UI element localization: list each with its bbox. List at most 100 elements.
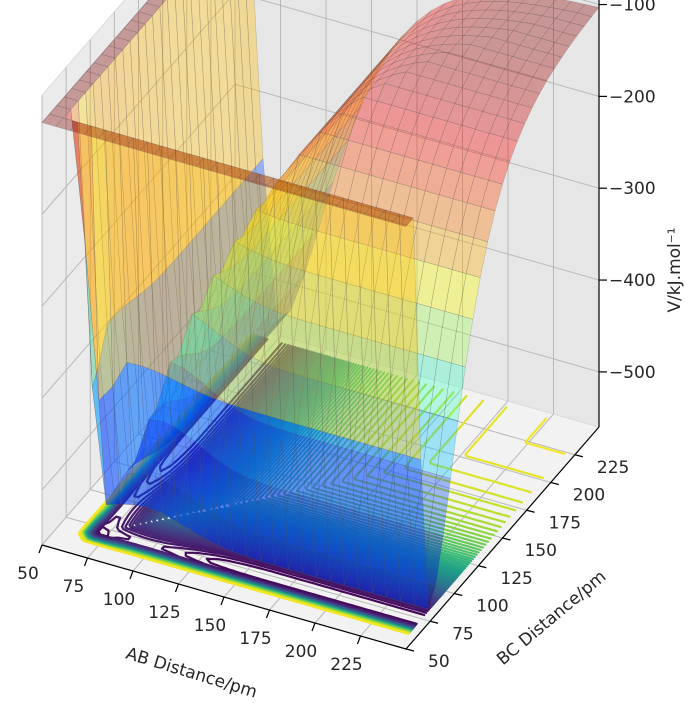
surface-patch (180, 411, 203, 432)
surface-patch (164, 398, 187, 441)
surface-patch (267, 261, 290, 316)
surface-patch (415, 23, 437, 38)
surface-patch (364, 61, 387, 82)
surface-patch (273, 201, 296, 252)
x-tick-label: 200 (285, 642, 317, 662)
surface-patch (265, 191, 288, 236)
surface-patch (251, 226, 274, 277)
y-tick-mark (429, 620, 439, 624)
surface-patch (394, 27, 417, 48)
surface-patch (122, 40, 145, 298)
x-tick-mark (265, 609, 271, 619)
surface-patch (269, 309, 292, 330)
surface-patch (245, 287, 268, 342)
surface-patch (217, 369, 240, 390)
surface-patch (261, 298, 283, 345)
surface-patch (223, 313, 246, 368)
surface-patch (115, 28, 139, 42)
surface-patch (233, 183, 255, 356)
surface-patch (190, 0, 212, 228)
surface-patch (203, 217, 226, 390)
y-tick-label: 200 (573, 486, 605, 506)
surface-patch (308, 128, 331, 167)
x-tick-mark (83, 557, 89, 567)
surface-patch (145, 0, 167, 8)
surface-patch (100, 45, 124, 59)
surface-patch (175, 0, 197, 245)
surface-patch (237, 267, 260, 322)
left-grid-z (41, 83, 236, 307)
surface-patch (367, 53, 390, 86)
x-tick-label: 50 (17, 564, 39, 584)
surface-patch (236, 243, 259, 293)
surface-patch (283, 272, 306, 319)
surface-patch (195, 226, 218, 399)
surface-patch (254, 326, 277, 347)
surface-patch (144, 14, 167, 278)
surface-patch (337, 87, 360, 120)
surface-patch (294, 157, 317, 202)
surface-patch (401, 28, 423, 46)
surface-patch (450, 0, 469, 8)
surface-patch (129, 31, 152, 292)
surface-patch (387, 36, 409, 56)
surface-patch (281, 216, 304, 271)
surface-patch (223, 341, 246, 387)
z-tick-label: −400 (609, 271, 656, 291)
surface-patch (150, 436, 173, 456)
surface-patch (214, 291, 238, 346)
surface-patch (200, 336, 224, 391)
surface-patch (78, 71, 101, 85)
surface-patch (166, 260, 189, 432)
surface-patch (457, 1, 481, 13)
surface-patch (329, 94, 352, 123)
surface-patch (138, 2, 161, 16)
surface-patch (218, 200, 241, 373)
contour-projection (77, 333, 566, 635)
surface-patch (407, 32, 430, 47)
surface-patch (207, 298, 230, 351)
surface-patch (252, 278, 275, 334)
y-tick-mark (405, 648, 415, 652)
surface-patch (195, 394, 217, 415)
surface-patch (172, 419, 195, 439)
surface-patch (316, 119, 339, 158)
x-tick-label: 175 (239, 629, 271, 649)
surface-patch (330, 96, 353, 129)
surface-patch (381, 35, 404, 63)
surface-patch (303, 190, 326, 246)
surface-patch (173, 251, 196, 424)
surface-patch (143, 283, 166, 451)
surface-patch (86, 62, 109, 76)
surface-patch (353, 76, 376, 115)
surface-patch (143, 439, 166, 459)
z-tick-label: −200 (609, 87, 656, 107)
surface-patch (231, 332, 254, 379)
surface-patch (324, 123, 347, 168)
surface-patch (296, 199, 319, 254)
surface-patch (100, 66, 123, 317)
surface-patch (464, 0, 482, 4)
surface-patch (137, 23, 160, 285)
surface-patch (303, 166, 325, 217)
surface-patch (288, 183, 311, 234)
z-tick-label: −300 (609, 179, 656, 199)
surface-patch (222, 284, 245, 338)
surface-patch (208, 329, 231, 384)
surface-patch (331, 114, 354, 159)
contour-line (158, 338, 426, 625)
surface-patch (430, 6, 452, 21)
left-grid-z (41, 267, 236, 491)
surface-patch (289, 208, 311, 263)
surface-patch (416, 11, 438, 29)
surface-patch (359, 61, 382, 95)
y-tick-label: 150 (525, 541, 557, 561)
surface-patch (257, 199, 280, 244)
surface-patch (198, 0, 219, 220)
surface-patch (225, 192, 248, 365)
surface-patch (395, 21, 418, 44)
surface-patch (152, 6, 175, 270)
y-tick-mark (454, 592, 463, 597)
surface-patch (409, 10, 432, 30)
y-tick-label: 175 (549, 513, 581, 533)
